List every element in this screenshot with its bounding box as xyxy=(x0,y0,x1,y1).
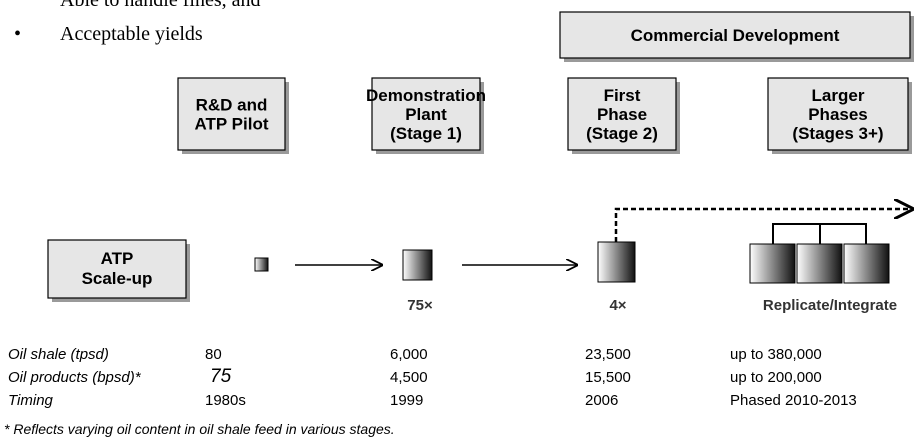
module xyxy=(843,243,890,284)
bullet-text: Able to handle fines, and xyxy=(60,0,261,11)
dashed-arrow xyxy=(614,209,912,242)
row-label: Oil products (bpsd)* xyxy=(8,369,142,386)
cell: up to 380,000 xyxy=(730,346,822,363)
stage-text: (Stage 2) xyxy=(586,124,658,143)
footnote: * Reflects varying oil content in oil sh… xyxy=(4,421,395,437)
bullet-dot: • xyxy=(14,23,21,45)
stage-text: (Stage 1) xyxy=(390,124,462,143)
scaleup-text: ATP xyxy=(101,249,134,268)
module xyxy=(749,243,796,284)
scaleup-box xyxy=(47,239,187,299)
cell: 1980s xyxy=(205,392,246,409)
row-label: Oil shale (tpsd) xyxy=(8,346,109,363)
stage-text: First xyxy=(604,86,641,105)
module xyxy=(796,243,843,284)
stage-text: Larger xyxy=(812,86,865,105)
stage-text: (Stages 3+) xyxy=(792,124,883,143)
bullet-text: Acceptable yields xyxy=(60,23,203,45)
cell: 1999 xyxy=(390,392,423,409)
module xyxy=(254,257,269,272)
module xyxy=(402,249,433,281)
stage-text: Phases xyxy=(808,105,868,124)
module xyxy=(597,241,636,283)
cell: 6,000 xyxy=(390,346,428,363)
stage-text: Plant xyxy=(405,105,447,124)
header-text: Commercial Development xyxy=(631,26,840,45)
stage-text: Demonstration xyxy=(366,86,486,105)
stage-box xyxy=(177,77,286,151)
cell: 15,500 xyxy=(585,369,631,386)
stage-text: Phase xyxy=(597,105,647,124)
cell: 75 xyxy=(210,366,232,387)
factor: 4× xyxy=(609,297,626,314)
factor: Replicate/Integrate xyxy=(763,297,897,314)
cell: 80 xyxy=(205,346,222,363)
stage-text: ATP Pilot xyxy=(195,115,269,134)
stage-box xyxy=(767,77,909,151)
cell: up to 200,000 xyxy=(730,369,822,386)
stage-box xyxy=(567,77,677,151)
cell: Phased 2010-2013 xyxy=(730,392,857,409)
stage-box xyxy=(371,77,481,151)
header-box xyxy=(559,11,911,59)
cell: 23,500 xyxy=(585,346,631,363)
cell: 2006 xyxy=(585,392,618,409)
factor: 75× xyxy=(407,297,433,314)
stage-text: R&D and xyxy=(196,96,268,115)
cell: 4,500 xyxy=(390,369,428,386)
scaleup-text: Scale-up xyxy=(82,269,153,288)
row-label: Timing xyxy=(8,392,54,409)
